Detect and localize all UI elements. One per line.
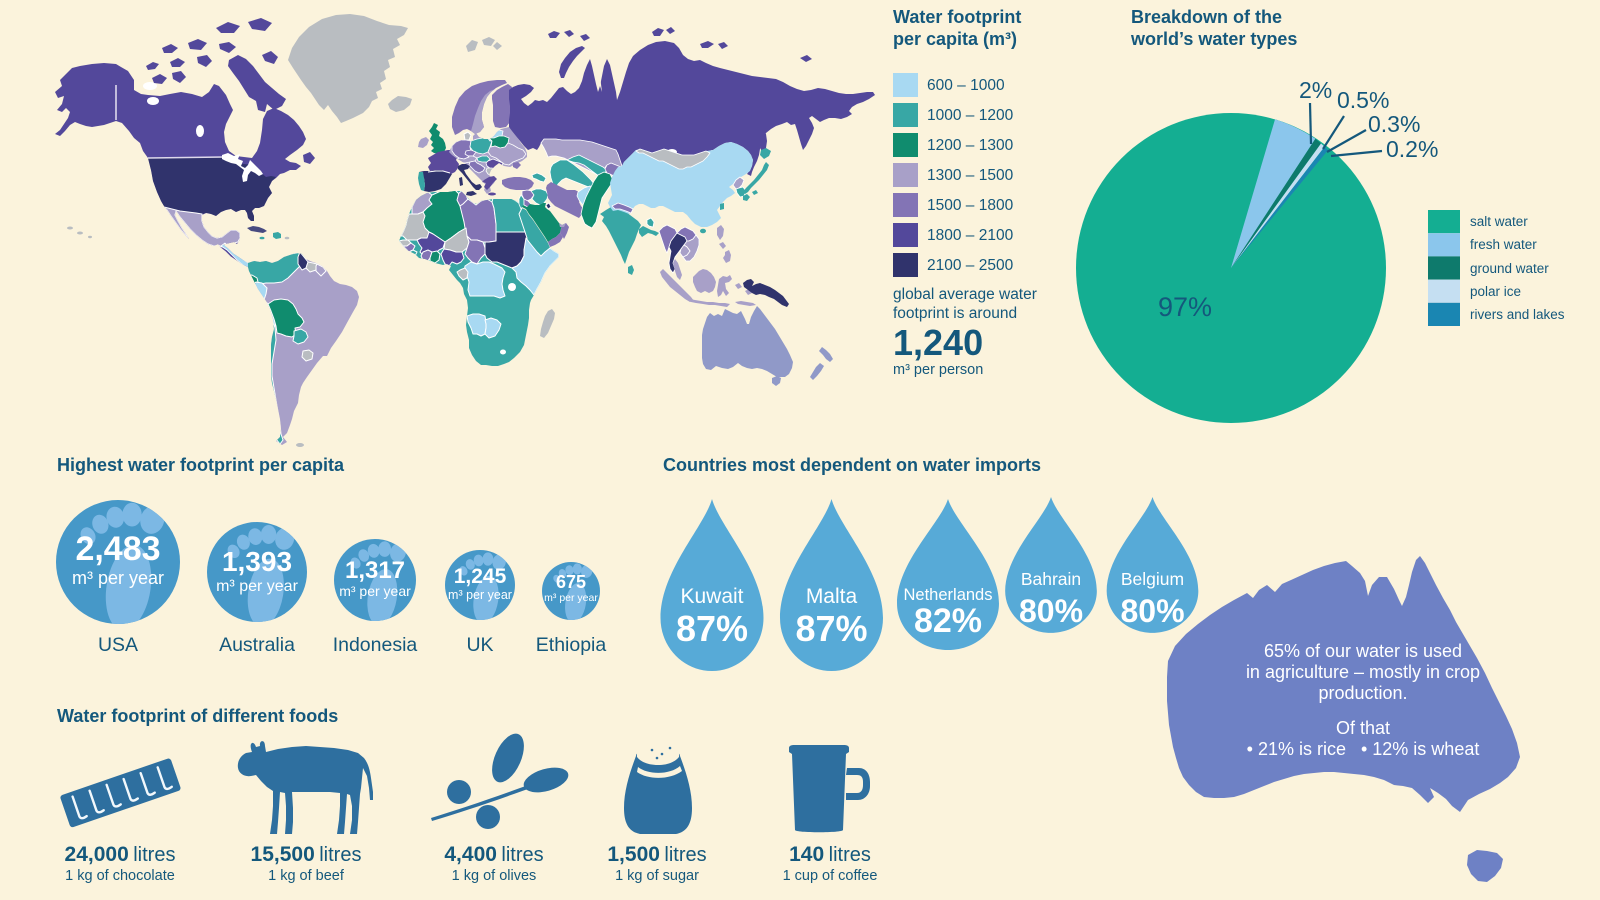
svg-text:m³ per year: m³ per year	[544, 592, 598, 604]
svg-text:• 21% is rice • 12% is wheat: • 21% is rice • 12% is wheat	[1247, 739, 1480, 759]
svg-text:Malta: Malta	[806, 585, 858, 608]
svg-text:rivers and lakes: rivers and lakes	[1470, 307, 1565, 322]
svg-text:Belgium: Belgium	[1121, 569, 1184, 589]
svg-text:1,393: 1,393	[222, 546, 292, 577]
svg-text:80%: 80%	[1120, 593, 1184, 629]
svg-text:Indonesia: Indonesia	[333, 634, 418, 656]
svg-text:Ethiopia: Ethiopia	[536, 634, 607, 656]
svg-text:0.2%: 0.2%	[1386, 136, 1438, 162]
svg-text:0.5%: 0.5%	[1337, 87, 1389, 113]
svg-text:97%: 97%	[1158, 292, 1212, 322]
svg-text:Of that: Of that	[1336, 718, 1390, 738]
svg-text:0.3%: 0.3%	[1368, 111, 1420, 137]
svg-text:600 – 1000: 600 – 1000	[927, 77, 1005, 94]
svg-text:Netherlands: Netherlands	[904, 586, 993, 604]
svg-text:1,245: 1,245	[454, 565, 507, 588]
svg-text:Australia: Australia	[219, 634, 295, 656]
svg-text:UK: UK	[466, 634, 493, 656]
svg-text:salt water: salt water	[1470, 214, 1528, 229]
svg-text:m³ per year: m³ per year	[339, 583, 411, 599]
svg-text:87%: 87%	[795, 608, 867, 649]
svg-text:87%: 87%	[676, 608, 748, 649]
svg-text:82%: 82%	[914, 602, 982, 640]
svg-text:65% of our water is used: 65% of our water is used	[1264, 641, 1462, 661]
svg-text:USA: USA	[98, 634, 138, 656]
svg-text:m³ per year: m³ per year	[448, 588, 512, 602]
svg-text:2%: 2%	[1299, 80, 1332, 103]
svg-text:1500 – 1800: 1500 – 1800	[927, 197, 1014, 214]
svg-text:1,317: 1,317	[345, 557, 405, 584]
svg-text:ground water: ground water	[1470, 261, 1549, 276]
svg-text:1300 – 1500: 1300 – 1500	[927, 167, 1014, 184]
svg-text:in agriculture – mostly in cro: in agriculture – mostly in crop	[1246, 662, 1480, 682]
svg-text:2,483: 2,483	[75, 530, 160, 568]
svg-text:fresh water: fresh water	[1470, 237, 1537, 252]
svg-text:polar ice: polar ice	[1470, 284, 1521, 299]
svg-text:m³ per year: m³ per year	[72, 568, 164, 588]
svg-text:2100 – 2500: 2100 – 2500	[927, 257, 1014, 274]
svg-text:1000 – 1200: 1000 – 1200	[927, 107, 1014, 124]
svg-text:production.: production.	[1318, 683, 1407, 703]
svg-text:Kuwait: Kuwait	[680, 585, 743, 608]
svg-text:675: 675	[556, 572, 586, 592]
svg-text:80%: 80%	[1019, 593, 1083, 629]
svg-text:Bahrain: Bahrain	[1021, 569, 1081, 589]
svg-text:1200 – 1300: 1200 – 1300	[927, 137, 1014, 154]
svg-text:1800 – 2100: 1800 – 2100	[927, 227, 1014, 244]
svg-text:m³ per year: m³ per year	[216, 578, 298, 595]
